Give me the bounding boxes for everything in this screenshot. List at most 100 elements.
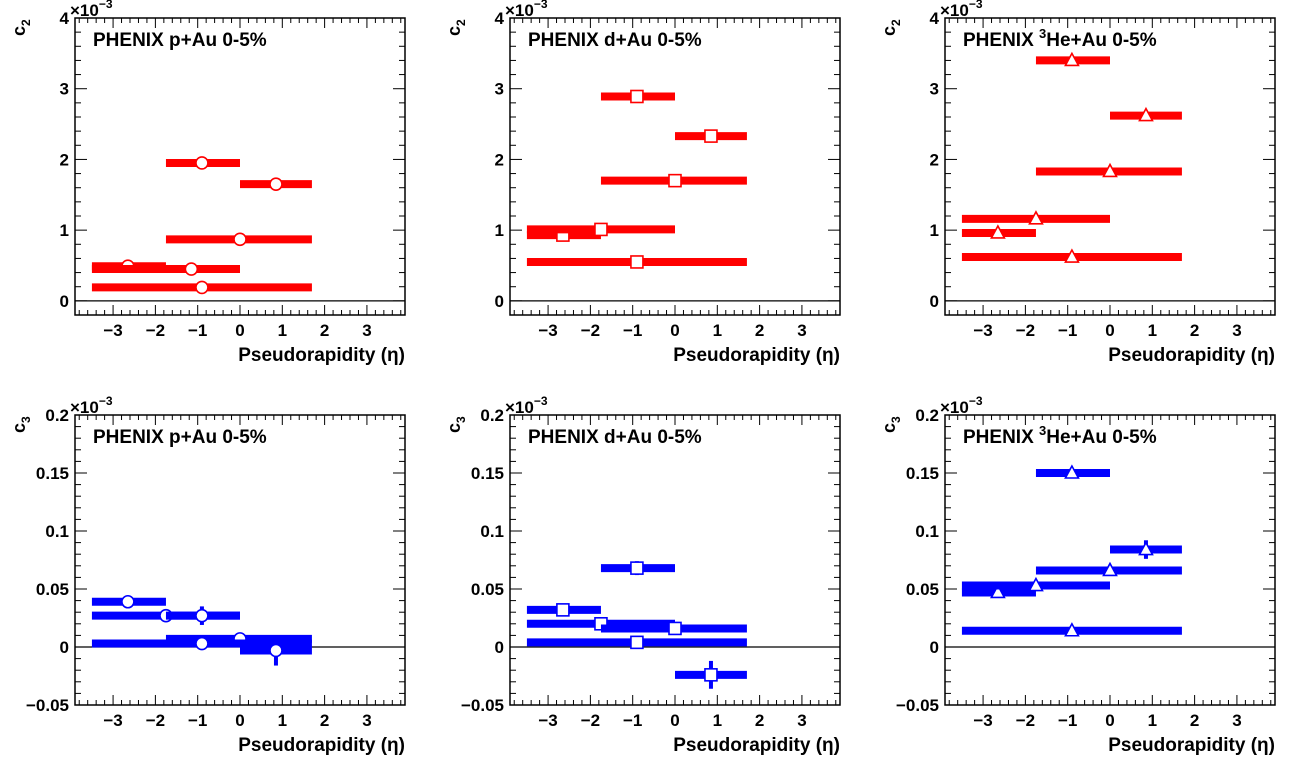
y-tick-label: 1 [60,221,69,240]
x-tick-label: 0 [670,321,679,340]
marker-square [556,603,570,617]
x-axis-label: Pseudorapidity (η) [238,735,405,756]
x-tick-label: 2 [755,321,764,340]
y-tick-label: 0.2 [45,406,69,425]
x-tick-label: 2 [320,321,329,340]
y-axis-label-subscript: 2 [19,19,33,26]
data-point [1035,561,1182,577]
axis-multiplier: ×10−3 [940,394,983,417]
data-point [165,156,240,170]
marker-circle [195,156,209,170]
axis-multiplier: ×10−3 [505,0,548,20]
marker-square [630,561,644,575]
marker-triangle [990,224,1006,239]
axis-multiplier-base: ×10 [940,1,969,20]
panel-title: PHENIX d+Au 0-5% [528,427,702,448]
y-tick-label: 3 [495,80,504,99]
panel-title-rest: He+Au 0-5% [1046,427,1156,448]
marker-circle [269,643,283,658]
marker-square [630,255,644,269]
panel-title: PHENIX p+Au 0-5% [93,427,267,448]
data-point [961,224,1036,239]
y-tick-label: −0.05 [461,696,504,715]
y-axis-label-subscript: 2 [454,19,468,26]
y-axis-label-letter: c [9,423,29,433]
marker-circle [121,594,135,609]
y-tick-label: 0.05 [906,580,939,599]
x-tick-label: 2 [320,711,329,730]
marker-circle [195,636,209,651]
y-axis-label-letter: c [879,26,899,36]
data-point [600,89,675,104]
data-point [600,621,747,636]
x-tick-label: −3 [973,711,992,730]
x-axis-label: Pseudorapidity (η) [673,735,840,756]
axis-multiplier: ×10−3 [70,394,113,417]
y-axis-label-subscript: 3 [19,416,33,423]
x-tick-label: −1 [623,321,642,340]
data-point [961,248,1182,263]
marker-square [704,129,718,143]
y-axis-label-subscript: 3 [889,416,903,423]
data-point [961,622,1182,637]
x-tick-label: −1 [188,711,207,730]
y-axis-label-letter: c [879,423,899,433]
axis-multiplier-exponent: −3 [99,394,113,408]
x-axis-label: Pseudorapidity (η) [673,345,840,366]
x-axis-label: Pseudorapidity (η) [1108,735,1275,756]
x-tick-label: −1 [188,321,207,340]
data-point [600,173,747,188]
y-axis-label: c3 [9,416,33,433]
x-tick-label: 1 [278,321,287,340]
x-tick-label: −3 [538,711,557,730]
y-tick-label: 2 [930,150,939,169]
axis-multiplier-exponent: −3 [969,394,983,408]
marker-square [630,635,644,650]
data-point [961,583,1036,599]
y-tick-label: −0.05 [896,696,939,715]
x-tick-label: 0 [235,321,244,340]
x-tick-label: −2 [1016,711,1035,730]
x-tick-label: −2 [1016,321,1035,340]
x-tick-label: 3 [1232,321,1241,340]
panel-title-prefix: PHENIX [963,427,1039,448]
data-point [240,635,312,666]
x-tick-label: −3 [538,321,557,340]
y-axis-label-subscript: 2 [889,19,903,26]
panel-title: PHENIX p+Au 0-5% [93,30,267,51]
panel-title: PHENIX 3He+Au 0-5% [963,423,1157,448]
y-tick-label: 0.15 [906,464,939,483]
y-tick-label: 0.05 [36,580,69,599]
y-axis-label: c2 [444,19,468,36]
x-tick-label: 2 [1190,711,1199,730]
y-tick-label: 0.2 [480,406,504,425]
data-point [1110,106,1182,122]
axis-multiplier: ×10−3 [940,0,983,20]
y-axis-label: c3 [879,416,903,433]
data-point [91,280,312,295]
marker-triangle [1064,248,1080,263]
y-tick-label: 0 [930,638,939,657]
y-tick-label: 1 [495,221,504,240]
x-tick-label: −3 [103,321,122,340]
marker-circle [233,232,247,247]
marker-circle [195,608,209,623]
data-point [526,255,747,269]
x-tick-label: 2 [755,711,764,730]
marker-triangle [1064,464,1080,479]
data-point [165,606,240,625]
plot-frame [944,414,1276,706]
axis-multiplier-exponent: −3 [99,0,113,11]
x-tick-label: 1 [278,711,287,730]
x-axis-label: Pseudorapidity (η) [238,345,405,366]
panel-title-prefix: PHENIX [963,30,1039,51]
y-tick-label: 1 [930,221,939,240]
y-axis-label-letter: c [444,423,464,433]
y-tick-label: 4 [60,9,70,28]
y-tick-label: 2 [60,150,69,169]
marker-circle [184,262,199,276]
marker-triangle [1102,162,1118,178]
